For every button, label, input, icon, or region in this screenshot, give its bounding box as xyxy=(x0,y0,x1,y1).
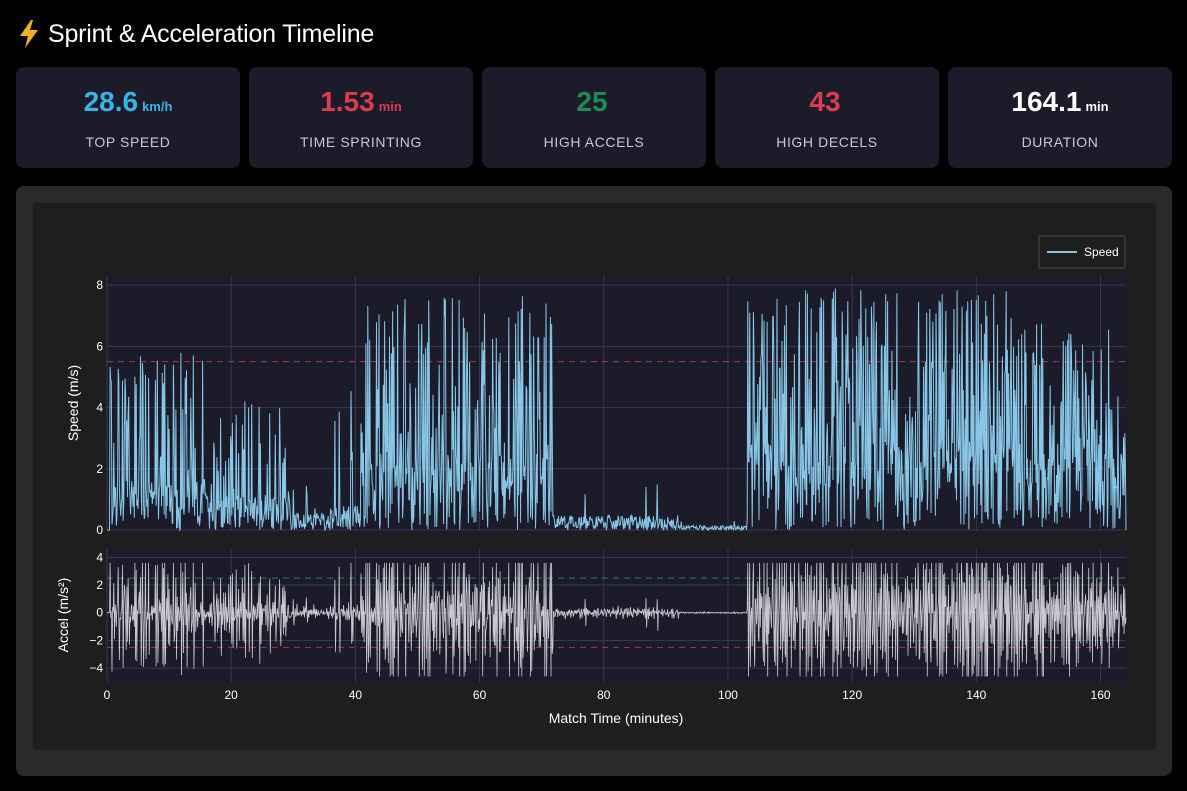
speed-y-ticks: 0 2 4 6 8 xyxy=(96,278,103,537)
stat-value: 25 xyxy=(576,85,611,124)
x-axis-label: Match Time (minutes) xyxy=(549,710,684,726)
speed-y-tick-label: 8 xyxy=(96,278,103,292)
page-title-text: Sprint & Acceleration Timeline xyxy=(48,19,375,48)
chart-container[interactable]: 0 2 4 6 8 Speed (m/s) −4 −2 0 2 4 Accel (m/s²) 0… xyxy=(33,203,1156,750)
stat-card-high-accels: 25 HIGH ACCELS xyxy=(482,67,706,168)
x-tick-label: 20 xyxy=(225,688,239,702)
accel-y-tick-label: −4 xyxy=(89,661,103,675)
stat-number: 28.6 xyxy=(83,86,139,117)
x-tick-label: 160 xyxy=(1091,688,1111,702)
stats-row: 28.6 km/h TOP SPEED 1.53 min TIME SPRINTIN… xyxy=(16,67,1172,168)
stat-number: 164.1 xyxy=(1011,86,1082,117)
stat-label: HIGH DECELS xyxy=(776,134,878,150)
accel-y-tick-label: −2 xyxy=(89,633,103,647)
stat-number: 1.53 xyxy=(320,86,375,117)
stat-card-top-speed: 28.6 km/h TOP SPEED xyxy=(16,67,240,168)
accel-y-tick-label: 2 xyxy=(96,578,103,592)
accel-y-tick-label: 0 xyxy=(96,606,103,620)
stat-unit: min xyxy=(1085,99,1109,114)
stat-value: 28.6 km/h xyxy=(84,85,173,124)
speed-series-line xyxy=(107,288,1127,532)
stat-label: TIME SPRINTING xyxy=(300,134,422,150)
x-tick-label: 140 xyxy=(966,688,986,702)
speed-y-tick-label: 2 xyxy=(96,462,103,476)
stat-card-high-decels: 43 HIGH DECELS xyxy=(715,67,939,168)
legend-label: Speed xyxy=(1084,245,1119,259)
speed-y-tick-label: 6 xyxy=(96,339,103,353)
accel-y-ticks: −4 −2 0 2 4 xyxy=(89,550,103,675)
stat-card-time-sprinting: 1.53 min TIME SPRINTING xyxy=(249,67,473,168)
x-tick-label: 120 xyxy=(842,688,862,702)
x-tick-label: 100 xyxy=(718,688,738,702)
stat-number: 43 xyxy=(809,86,841,117)
stat-label: DURATION xyxy=(1021,134,1099,150)
accel-y-axis-label: Accel (m/s²) xyxy=(55,578,71,653)
chart-panel: 0 2 4 6 8 Speed (m/s) −4 −2 0 2 4 Accel (m/s²) 0… xyxy=(16,186,1172,776)
x-tick-label: 60 xyxy=(473,688,487,702)
x-tick-label: 80 xyxy=(597,688,611,702)
speed-y-axis-label: Speed (m/s) xyxy=(65,365,81,441)
stat-number: 25 xyxy=(576,86,608,117)
stat-value: 43 xyxy=(809,85,844,124)
stat-label: TOP SPEED xyxy=(85,134,171,150)
stat-label: HIGH ACCELS xyxy=(543,134,645,150)
x-tick-label: 0 xyxy=(104,688,111,702)
stat-value: 164.1 min xyxy=(1011,85,1108,124)
legend[interactable]: Speed xyxy=(1038,235,1126,269)
x-tick-label: 40 xyxy=(349,688,363,702)
accel-y-tick-label: 4 xyxy=(96,550,103,564)
timeline-chart[interactable]: 0 2 4 6 8 Speed (m/s) −4 −2 0 2 4 Accel (m/s²) 0… xyxy=(33,203,1156,750)
speed-y-tick-label: 0 xyxy=(96,523,103,537)
stat-value: 1.53 min xyxy=(320,85,402,124)
lightning-bolt-icon xyxy=(20,20,38,48)
speed-y-tick-label: 4 xyxy=(96,401,103,415)
accel-series-line xyxy=(106,562,1127,677)
stat-unit: min xyxy=(378,99,402,114)
page-title: Sprint & Acceleration Timeline xyxy=(18,18,374,50)
x-ticks: 0 20 40 60 80 100 120 140 160 xyxy=(104,688,1111,702)
stat-unit: km/h xyxy=(142,99,173,114)
stat-card-duration: 164.1 min DURATION xyxy=(948,67,1172,168)
